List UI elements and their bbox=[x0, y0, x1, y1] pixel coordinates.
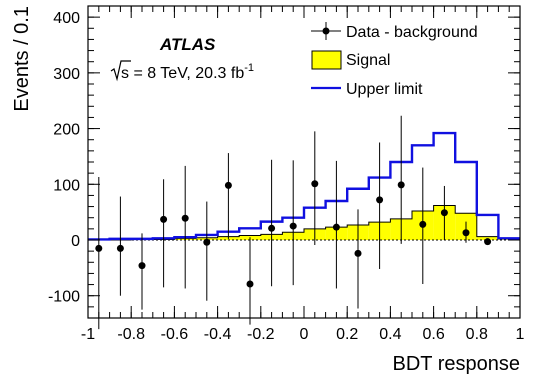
data-point bbox=[462, 221, 470, 243]
plot-area bbox=[88, 115, 520, 330]
data-point bbox=[203, 201, 211, 301]
legend-label-data: Data - background bbox=[346, 24, 478, 41]
data-marker bbox=[419, 220, 427, 228]
data-points bbox=[95, 115, 492, 330]
y-tick-label: 100 bbox=[53, 177, 80, 194]
sqrt-sign-icon bbox=[110, 60, 131, 82]
x-tick-label: -0.6 bbox=[161, 326, 189, 343]
data-marker bbox=[246, 280, 254, 288]
data-point bbox=[268, 159, 276, 287]
signal-box-icon bbox=[311, 50, 342, 70]
svg-text:s = 8 TeV, 20.3 fb-1: s = 8 TeV, 20.3 fb-1 bbox=[121, 62, 254, 82]
x-tick-label: -0.8 bbox=[117, 326, 145, 343]
data-point bbox=[116, 196, 124, 296]
data-marker bbox=[203, 238, 211, 246]
data-point bbox=[181, 165, 189, 289]
data-point-icon bbox=[322, 27, 330, 35]
legend-item-data: Data - background bbox=[311, 22, 478, 41]
y-tick-label: -100 bbox=[48, 289, 80, 306]
data-marker bbox=[268, 224, 276, 232]
data-marker bbox=[376, 196, 384, 204]
y-tick-label: 400 bbox=[53, 10, 80, 27]
data-point bbox=[311, 131, 319, 246]
y-tick-label: 0 bbox=[71, 233, 80, 250]
data-marker bbox=[116, 244, 124, 252]
data-marker bbox=[138, 262, 146, 270]
energy-symbol: s bbox=[121, 65, 129, 82]
x-axis-title: BDT response bbox=[393, 353, 520, 375]
data-marker bbox=[160, 215, 168, 223]
luminosity-exponent: -1 bbox=[244, 62, 254, 74]
data-marker bbox=[289, 222, 297, 230]
x-tick-label: 1 bbox=[516, 326, 525, 343]
data-point bbox=[138, 233, 146, 310]
data-point bbox=[397, 115, 405, 244]
legend-label-upper-limit: Upper limit bbox=[346, 81, 423, 98]
data-marker bbox=[332, 223, 340, 231]
legend-label-signal: Signal bbox=[346, 52, 390, 69]
atlas-label: ATLAS bbox=[159, 35, 216, 54]
x-tick-label: 0.2 bbox=[336, 326, 358, 343]
legend-item-upper-limit: Upper limit bbox=[311, 81, 423, 98]
legend: Data - background Signal Upper limit bbox=[311, 22, 478, 98]
data-point bbox=[332, 160, 340, 289]
x-tick-label: 0 bbox=[300, 326, 309, 343]
x-tick-label: 0.6 bbox=[422, 326, 444, 343]
data-point bbox=[246, 237, 254, 325]
data-marker bbox=[462, 229, 470, 237]
data-point bbox=[354, 209, 362, 309]
y-tick-label: 300 bbox=[53, 66, 80, 83]
x-tick-label: -0.4 bbox=[204, 326, 232, 343]
data-point bbox=[376, 142, 384, 269]
x-tick-label: -0.2 bbox=[247, 326, 275, 343]
data-point bbox=[440, 185, 448, 240]
upper-limit-line bbox=[88, 131, 520, 241]
data-marker bbox=[311, 180, 319, 188]
data-marker bbox=[484, 238, 492, 246]
data-point bbox=[484, 238, 492, 246]
data-marker bbox=[181, 214, 189, 222]
x-tick-labels: -1 -0.8 -0.6 -0.4 -0.2 0 0.2 0.4 0.6 0.8 1 bbox=[81, 326, 525, 343]
data-marker bbox=[224, 181, 232, 189]
data-point bbox=[224, 153, 232, 239]
data-marker bbox=[440, 209, 448, 217]
energy-value: = 8 TeV, 20.3 fb bbox=[129, 65, 244, 82]
axis-ticks bbox=[87, 5, 521, 319]
data-point bbox=[160, 179, 168, 288]
x-tick-label: -1 bbox=[81, 326, 95, 343]
data-marker bbox=[95, 244, 103, 252]
data-marker bbox=[354, 249, 362, 257]
x-tick-label: 0.8 bbox=[466, 326, 488, 343]
energy-label: s = 8 TeV, 20.3 fb-1 bbox=[110, 60, 254, 82]
data-marker bbox=[397, 181, 405, 189]
data-point bbox=[289, 160, 297, 286]
data-point bbox=[419, 167, 427, 285]
y-axis-title: Events / 0.1 bbox=[11, 6, 33, 112]
x-tick-label: 0.4 bbox=[379, 326, 401, 343]
legend-item-signal: Signal bbox=[311, 50, 390, 70]
data-point bbox=[95, 177, 103, 330]
y-tick-labels: -100 0 100 200 300 400 bbox=[48, 10, 80, 306]
y-tick-label: 200 bbox=[53, 122, 80, 139]
